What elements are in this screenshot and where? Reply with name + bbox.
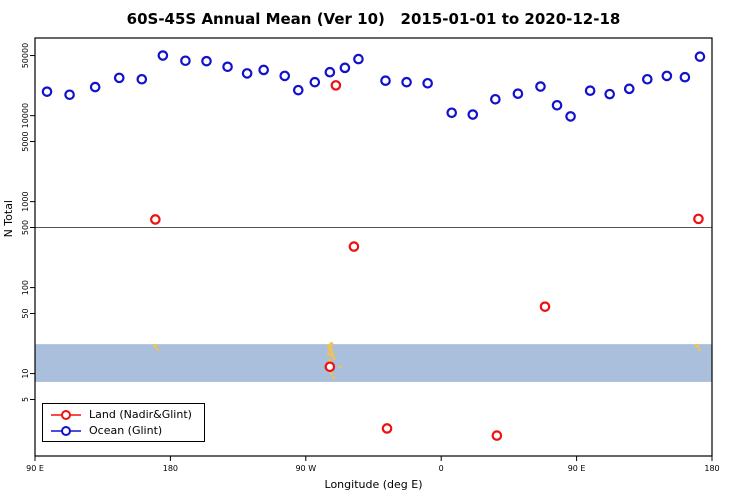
ocean-point (467, 109, 479, 120)
ocean-point (64, 89, 75, 101)
land-point (150, 214, 161, 225)
ocean-point (309, 76, 321, 88)
chart-title: 60S-45S Annual Mean (Ver 10) 2015-01-01 … (126, 10, 621, 28)
ocean-point (222, 61, 233, 73)
coastline-mark (329, 372, 333, 376)
coastline-mark (332, 356, 336, 360)
ocean-point (679, 71, 691, 83)
x-tick-label: 90 E (568, 464, 586, 473)
y-tick-label: 500 (21, 220, 30, 235)
coastline-mark (153, 343, 158, 348)
y-tick-label: 50 (21, 308, 30, 318)
y-tick-label: 1000 (21, 191, 30, 211)
legend-item-ocean: Ocean (Glint) (49, 424, 192, 437)
land-legend-symbol (51, 409, 81, 420)
ocean-point (642, 73, 653, 85)
ocean-point (535, 81, 546, 92)
coastline-mark (328, 347, 334, 353)
y-tick-label: 10 (21, 368, 30, 378)
ocean-point (113, 72, 125, 84)
y-tick-label: 10000 (21, 103, 30, 128)
y-tick-label: 50000 (21, 43, 30, 68)
land-point (348, 241, 360, 252)
legend: Land (Nadir&Glint) Ocean (Glint) (42, 403, 205, 442)
legend-item-land: Land (Nadir&Glint) (49, 408, 192, 421)
land-point (539, 301, 551, 312)
ocean-legend-symbol (51, 425, 81, 436)
ocean-point (41, 86, 53, 97)
y-tick-label: 100 (21, 280, 30, 295)
land-point (491, 430, 503, 441)
ocean-point (292, 84, 304, 96)
x-tick-label: 180 (704, 464, 719, 473)
ocean-point (339, 62, 351, 74)
ocean-point (422, 77, 433, 89)
coastline-mark (338, 365, 342, 369)
highlight-band (35, 344, 712, 382)
ocean-point (380, 75, 391, 86)
x-tick-label: 90 W (295, 464, 316, 473)
y-tick-label: 5000 (21, 131, 30, 151)
coastline-mark (694, 343, 699, 348)
legend-label-ocean: Ocean (Glint) (89, 424, 163, 437)
ocean-point (551, 99, 563, 111)
x-tick-label: 0 (439, 464, 444, 473)
land-point (330, 80, 342, 91)
ocean-point (258, 64, 269, 76)
ocean-point (661, 70, 673, 82)
y-tick-label: 5 (21, 397, 30, 402)
x-axis-label: Longitude (deg E) (324, 478, 423, 491)
ocean-point (324, 66, 336, 78)
x-tick-label: 180 (163, 464, 178, 473)
ocean-point (201, 55, 212, 67)
ocean-point (623, 83, 635, 95)
coastline-mark (697, 348, 701, 352)
land-point (324, 361, 336, 373)
land-point (693, 213, 704, 225)
ocean-point (279, 70, 291, 82)
ocean-point (512, 88, 524, 99)
ocean-point (89, 81, 101, 93)
coastline-mark (332, 376, 336, 380)
plot-border (34, 37, 713, 457)
ocean-point (157, 50, 169, 61)
coastline-mark (329, 352, 335, 358)
ocean-point (136, 73, 148, 85)
ocean-point (353, 53, 364, 65)
ocean-point (446, 107, 458, 119)
ocean-point (180, 55, 191, 67)
ocean-point (490, 93, 501, 105)
ocean-point (565, 111, 576, 122)
ocean-point (241, 68, 253, 79)
x-tick-label: 90 E (26, 464, 44, 473)
coastline-mark (156, 348, 160, 352)
coastline-mark (326, 352, 330, 356)
ocean-point (584, 85, 596, 97)
ocean-point (694, 51, 706, 62)
ocean-point (604, 88, 615, 100)
legend-label-land: Land (Nadir&Glint) (89, 408, 192, 421)
ocean-point (401, 76, 412, 88)
coastline-mark (329, 342, 334, 347)
land-point (381, 423, 393, 434)
